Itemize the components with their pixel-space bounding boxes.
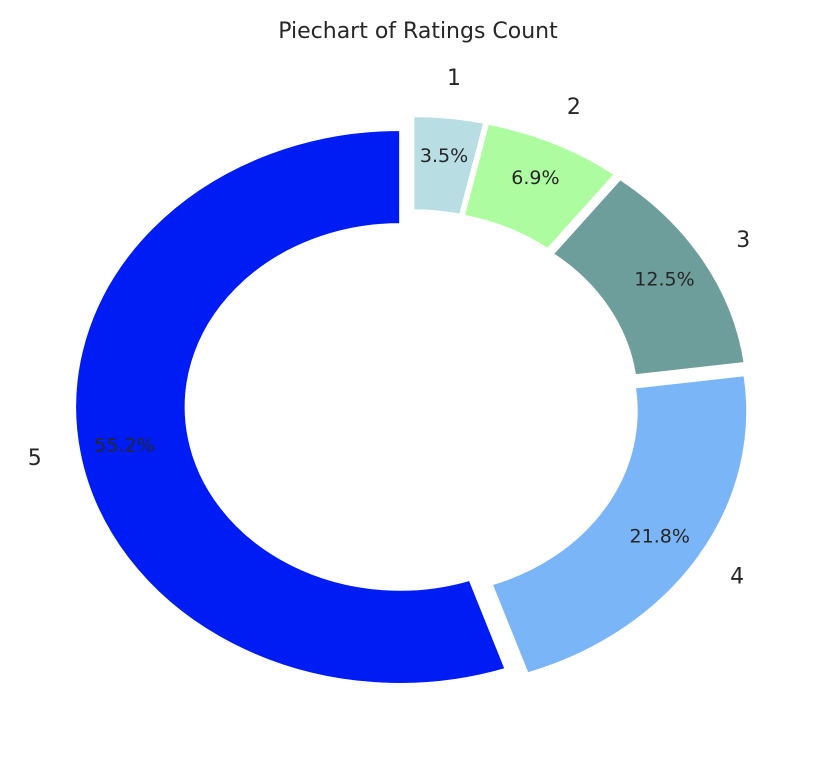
slice-percent-label: 12.5%: [634, 268, 694, 290]
donut-slice: [490, 374, 749, 675]
donut-slice: [412, 115, 486, 216]
slice-category-label: 4: [730, 565, 744, 590]
donut-slice: [74, 128, 507, 685]
slice-category-label: 3: [736, 228, 750, 253]
slice-percent-label: 21.8%: [630, 525, 690, 547]
donut-slice: [551, 177, 746, 377]
slice-category-label: 1: [447, 66, 461, 91]
donut-slice: [462, 122, 617, 251]
slice-percent-label: 3.5%: [420, 145, 468, 167]
slice-percent-label: 6.9%: [511, 167, 559, 189]
slice-percent-label: 55.2%: [94, 435, 154, 457]
slice-category-label: 5: [28, 446, 42, 471]
chart-title: Piechart of Ratings Count: [278, 19, 558, 44]
slice-category-label: 2: [567, 95, 581, 120]
